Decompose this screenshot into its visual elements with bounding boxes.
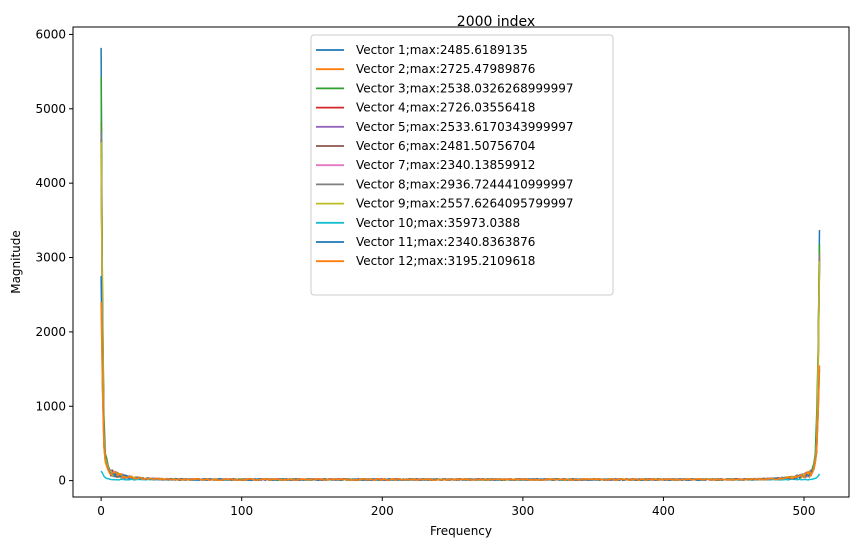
legend-entry: Vector 11;max:2340.8363876	[356, 235, 535, 249]
x-axis-label: Frequency	[430, 524, 492, 538]
series-line-vector-12	[100, 302, 821, 482]
legend-entry: Vector 12;max:3195.2109618	[356, 254, 535, 268]
chart-title: 2000 index	[457, 14, 535, 30]
x-tick-label: 500	[793, 504, 816, 518]
x-tick-label: 200	[371, 504, 394, 518]
legend-entry: Vector 7;max:2340.13859912	[356, 158, 535, 172]
y-axis-label: Magnitude	[9, 230, 23, 294]
legend-box	[310, 34, 614, 296]
x-tick-label: 400	[652, 504, 675, 518]
y-tick-label: 4000	[35, 176, 66, 190]
y-tick-label: 3000	[35, 251, 66, 265]
ticks-layer: 0 100 200 300 400 500010002000300040005000600…	[35, 27, 815, 518]
y-tick-label: 1000	[35, 399, 66, 413]
y-tick-label: 6000	[35, 27, 66, 41]
y-tick-label: 0	[58, 474, 66, 488]
series-layer	[100, 47, 821, 482]
x-tick-label: 300	[511, 504, 534, 518]
legend-entry: Vector 6;max:2481.50756704	[356, 139, 535, 153]
y-tick-label: 2000	[35, 325, 66, 339]
legend-entry: Vector 2;max:2725.47989876	[356, 62, 535, 76]
legend-entry: Vector 4;max:2726.03556418	[356, 101, 535, 115]
legend-entry: Vector 8;max:2936.7244410999997	[356, 177, 574, 191]
legend: Vector 1;max:2485.6189135 Vector 2;max:27…	[310, 34, 614, 296]
y-tick-label: 5000	[35, 102, 66, 116]
legend-entry: Vector 9;max:2557.6264095799997	[356, 197, 574, 211]
plot-frame	[72, 26, 850, 498]
x-tick-label: 100	[230, 504, 253, 518]
x-tick-label: 0	[97, 504, 105, 518]
legend-entry: Vector 1;max:2485.6189135	[356, 43, 528, 57]
series-line-vector-11	[100, 276, 821, 482]
legend-items: Vector 1;max:2485.6189135 Vector 2;max:27…	[316, 43, 574, 268]
legend-entry: Vector 3;max:2538.0326268999997	[356, 81, 574, 95]
legend-entry: Vector 10;max:35973.0388	[356, 216, 520, 230]
legend-entry: Vector 5;max:2533.6170343999997	[356, 120, 574, 134]
